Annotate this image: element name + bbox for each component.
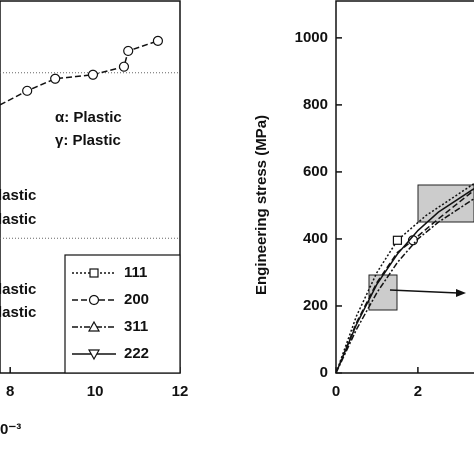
legend-box	[64, 254, 181, 374]
marker	[152, 35, 164, 46]
marker	[22, 85, 33, 96]
marker	[87, 349, 101, 361]
arrow	[389, 289, 459, 294]
x-tick-label: 12	[172, 383, 189, 400]
shade-box	[417, 184, 474, 223]
marker	[50, 73, 61, 84]
marker	[118, 61, 130, 72]
annotation: lastic	[0, 187, 36, 204]
arrow-head	[456, 289, 466, 297]
marker	[88, 294, 100, 306]
y-tick-label: 400	[303, 230, 328, 247]
marker	[123, 45, 134, 57]
legend-label: 222	[124, 345, 149, 362]
marker	[87, 320, 101, 332]
series-line	[335, 189, 474, 374]
y-axis-label: Engineering stress (MPa)	[253, 115, 270, 295]
x-tick-label: 2	[414, 383, 422, 400]
annotation: lastic	[0, 281, 36, 298]
marker	[89, 268, 99, 278]
annotation: lastic	[0, 211, 36, 228]
annotation: γ: Plastic	[55, 132, 121, 149]
x-axis-label: 0⁻³	[0, 421, 21, 438]
right-axes	[335, 0, 474, 374]
legend-label: 111	[124, 264, 147, 281]
series-line	[335, 198, 474, 374]
series-line	[335, 188, 474, 374]
marker	[87, 69, 99, 80]
y-tick-label: 0	[320, 364, 328, 381]
y-tick-label: 1000	[295, 29, 328, 46]
x-tick-label: 0	[332, 383, 340, 400]
legend-label: 311	[124, 318, 148, 335]
x-tick-label: 10	[87, 383, 104, 400]
annotation: lastic	[0, 304, 36, 321]
marker	[392, 235, 403, 245]
annotation: α: Plastic	[55, 109, 122, 126]
legend-label: 200	[124, 291, 149, 308]
x-tick-label: 8	[6, 383, 14, 400]
y-tick-label: 600	[303, 163, 328, 180]
y-tick-label: 800	[303, 96, 328, 113]
y-tick-label: 200	[303, 297, 328, 314]
